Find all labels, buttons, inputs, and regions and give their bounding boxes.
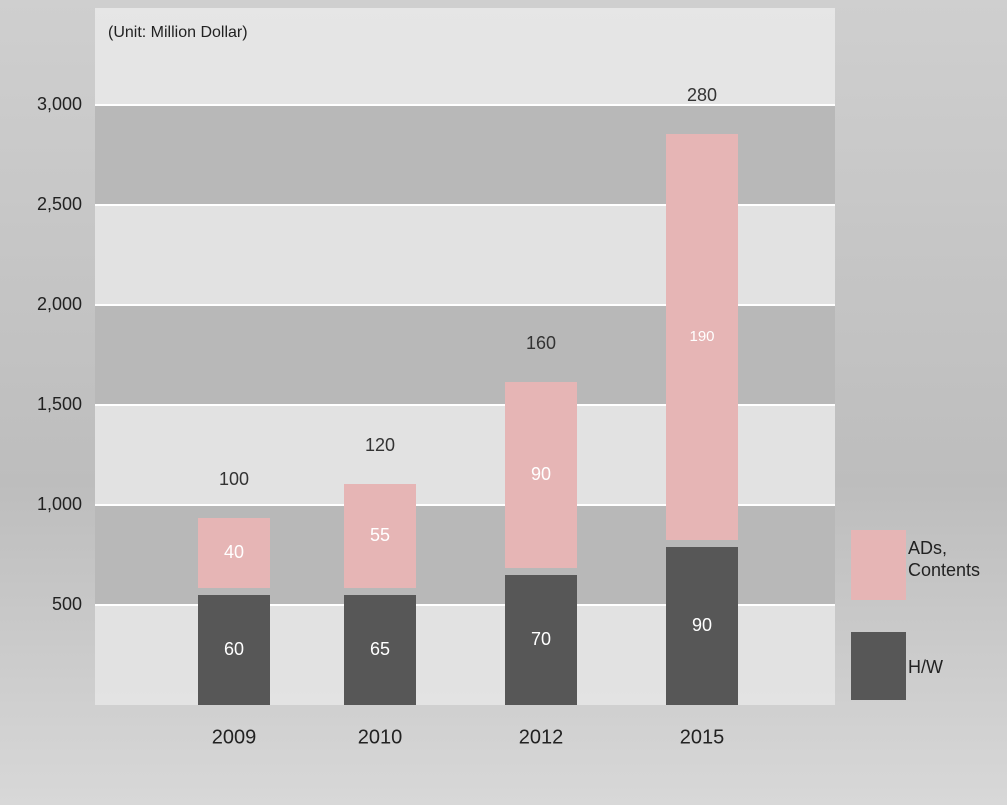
bar-segment bbox=[198, 518, 270, 588]
data-label: 65 bbox=[370, 639, 390, 659]
x-tick-label: 2009 bbox=[212, 726, 257, 748]
legend-swatch bbox=[851, 530, 906, 600]
legend-swatch bbox=[851, 632, 906, 700]
x-tick-label: 2010 bbox=[358, 726, 403, 748]
bar-segment bbox=[344, 595, 416, 705]
data-label: 90 bbox=[531, 464, 551, 484]
bar-segment bbox=[666, 547, 738, 705]
data-label: 40 bbox=[224, 542, 244, 562]
y-tick-label: 1,000 bbox=[37, 494, 82, 514]
bar-segment bbox=[666, 134, 738, 540]
legend-label: ADs, Contents bbox=[908, 538, 981, 580]
data-label: 90 bbox=[692, 615, 712, 635]
data-label: 70 bbox=[531, 629, 551, 649]
y-tick-label: 500 bbox=[52, 594, 82, 614]
x-tick-label: 2012 bbox=[519, 726, 564, 748]
total-label: 120 bbox=[365, 435, 395, 455]
data-label: 55 bbox=[370, 525, 390, 545]
legend-label: H/W bbox=[908, 657, 943, 677]
y-tick-label: 1,500 bbox=[37, 394, 82, 414]
total-label: 160 bbox=[526, 333, 556, 353]
chart-title: (Unit: Million Dollar) bbox=[108, 24, 248, 41]
data-label: 190 bbox=[689, 328, 714, 345]
y-tick-label: 2,000 bbox=[37, 294, 82, 314]
bar-segment bbox=[198, 595, 270, 705]
bar-segment bbox=[505, 575, 577, 705]
y-tick-label: 3,000 bbox=[37, 94, 82, 114]
total-label: 280 bbox=[687, 85, 717, 105]
data-label: 60 bbox=[224, 639, 244, 659]
bar-segment bbox=[505, 382, 577, 568]
bar-segment bbox=[344, 484, 416, 588]
x-tick-label: 2015 bbox=[680, 726, 725, 748]
total-label: 100 bbox=[219, 469, 249, 489]
y-tick-label: 2,500 bbox=[37, 194, 82, 214]
